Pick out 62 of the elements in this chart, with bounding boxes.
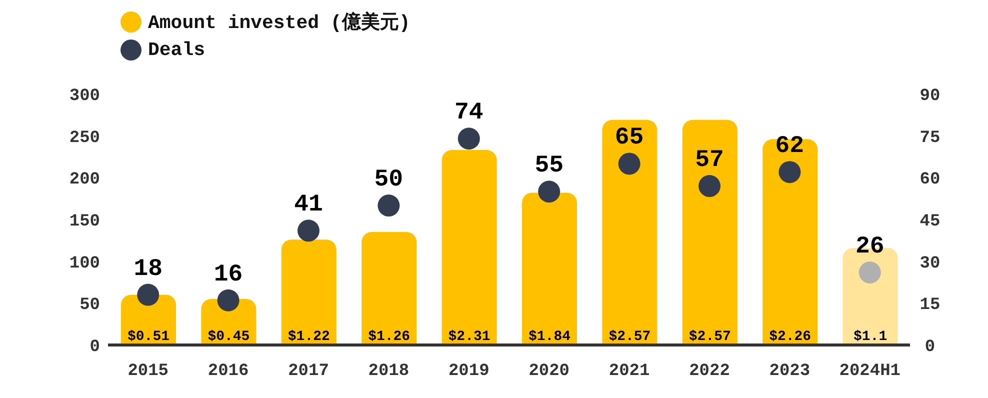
x-tick-label: 2015: [128, 362, 169, 382]
point: [618, 152, 640, 175]
point: [778, 161, 801, 184]
x-tick-label: 2018: [368, 362, 410, 382]
bar: [602, 120, 658, 345]
bar: [522, 192, 577, 345]
y2-tick-label: 60: [920, 170, 940, 190]
bar: [362, 232, 417, 345]
point: [378, 194, 400, 217]
point: [137, 284, 160, 306]
data-label: 16: [214, 261, 243, 288]
x-tick-label: 2021: [608, 362, 650, 382]
bar: [442, 150, 497, 345]
x-tick-label: 2023: [769, 362, 810, 382]
data-label: 57: [695, 147, 724, 174]
annotation: $1.22: [288, 329, 330, 345]
annotation: $2.31: [448, 329, 490, 345]
point: [217, 289, 240, 312]
annotation: $1.84: [528, 329, 571, 345]
point: [698, 175, 720, 198]
y2-tick-label: 90: [920, 87, 940, 106]
annotation: $0.45: [208, 329, 250, 345]
y-tick-label: 250: [69, 128, 100, 148]
y2-tick-label: 45: [920, 212, 940, 232]
annotation: $2.57: [688, 329, 731, 345]
data-label: 65: [614, 124, 644, 152]
data-label: 62: [775, 133, 804, 160]
y-tick-label: 200: [69, 170, 100, 190]
annotation: $2.26: [769, 329, 812, 345]
y-tick-label: 150: [69, 212, 100, 232]
point: [458, 128, 480, 150]
annotation: $1.26: [368, 329, 410, 345]
y-tick-label: 0: [90, 338, 100, 358]
annotation: $1.1: [853, 329, 888, 345]
x-tick-label: 2019: [448, 362, 490, 382]
data-label: 74: [454, 100, 484, 127]
legend-label: Deals: [148, 39, 206, 61]
x-tick-label: 2016: [208, 362, 249, 382]
annotation: $0.51: [127, 329, 170, 345]
annotation: $2.57: [608, 329, 651, 345]
data-label: 50: [374, 166, 404, 194]
data-label: 18: [134, 256, 163, 283]
bar: [281, 240, 336, 345]
y2-tick-label: 0: [924, 338, 936, 358]
y-tick-label: 300: [69, 87, 100, 106]
point: [298, 220, 320, 242]
y-tick-label: 50: [80, 296, 100, 316]
x-tick-label: 2022: [689, 362, 730, 382]
bar: [682, 120, 738, 345]
data-label: 55: [534, 152, 564, 180]
y-tick-label: 100: [69, 254, 100, 274]
point: [538, 180, 560, 203]
x-tick-label: 2024H1: [839, 362, 901, 382]
x-tick-label: 2017: [288, 362, 329, 382]
data-label: 41: [294, 192, 323, 219]
y2-tick-label: 15: [920, 296, 940, 316]
data-label: 26: [855, 233, 884, 260]
point: [858, 261, 881, 284]
y2-tick-label: 75: [920, 128, 940, 148]
legend-label: Amount invested (億美元): [148, 10, 410, 35]
x-tick-label: 2020: [528, 362, 570, 382]
y2-tick-label: 30: [920, 254, 940, 274]
